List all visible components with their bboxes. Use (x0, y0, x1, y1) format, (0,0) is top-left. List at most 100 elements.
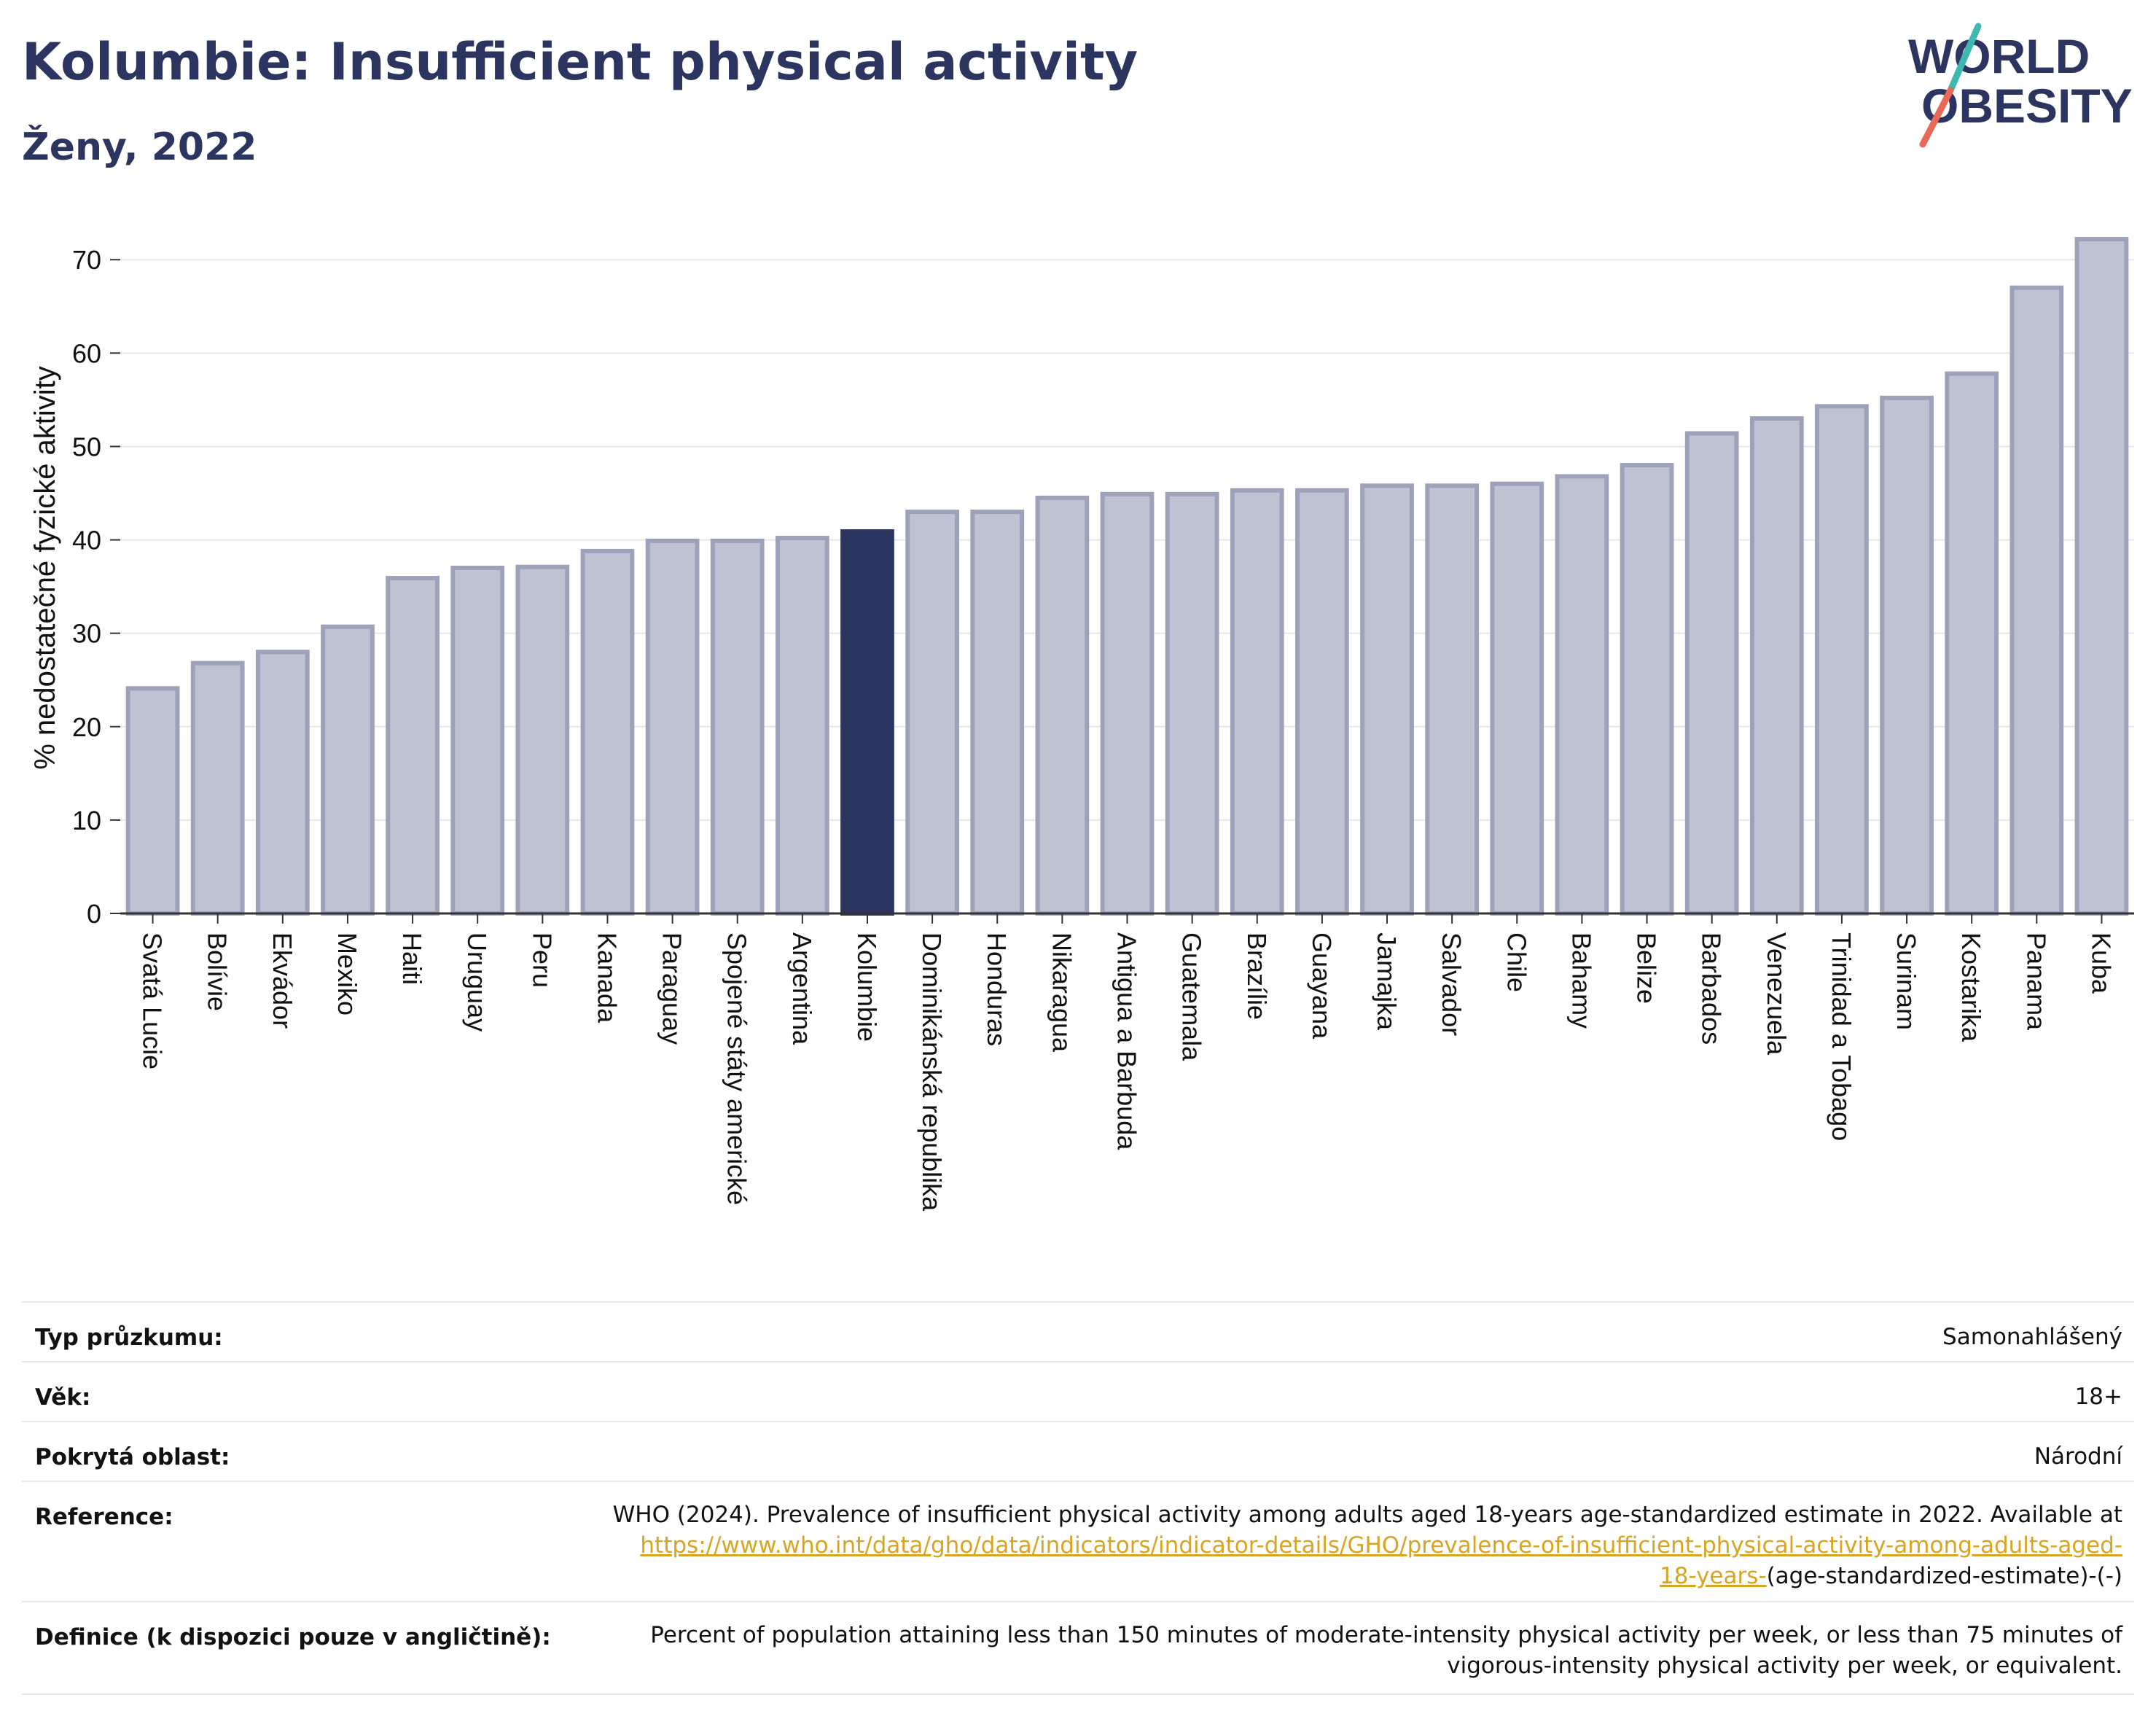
page-subtitle: Ženy, 2022 (22, 125, 257, 169)
definition-label: Definice (k dispozici pouze v angličtině… (35, 1624, 551, 1650)
x-tick-label: Kolumbie (852, 932, 882, 1042)
bar-highlighted (840, 529, 894, 916)
x-tick-label: Bolívie (203, 932, 233, 1011)
definition-line-1: Percent of population attaining less tha… (650, 1622, 2122, 1648)
bar (321, 624, 375, 916)
bar (1035, 495, 1090, 916)
x-tick-label: Jamajka (1372, 932, 1402, 1031)
x-tick-label: Chile (1501, 932, 1531, 992)
survey-type-value: Samonahlášený (1942, 1324, 2122, 1350)
logo-slash-coral (1919, 87, 1954, 148)
bar (515, 564, 570, 916)
bar (1165, 491, 1219, 916)
x-tick-label: Brazílie (1242, 932, 1272, 1020)
x-axis-labels: Svatá Lucie Bolívie Ekvádor Mexiko Haiti Urug… (138, 913, 2116, 1212)
survey-type-row: Typ průzkumu: Samonahlášený (22, 1301, 2134, 1362)
x-tick-label: Honduras (982, 932, 1012, 1046)
bar (1684, 431, 1739, 916)
coverage-label: Pokrytá oblast: (35, 1444, 230, 1470)
y-tick-label: 70 (72, 245, 101, 275)
world-obesity-logo: WORLD OBESITY (1908, 23, 2133, 148)
bar (905, 510, 959, 916)
y-tick-label: 40 (72, 526, 101, 555)
y-axis-ticks: 0 10 20 30 40 50 60 70 (72, 245, 120, 929)
x-tick-label: Mexiko (332, 932, 362, 1015)
bar (1749, 416, 1804, 916)
y-tick-label: 30 (72, 619, 101, 649)
x-tick-label: Kuba (2086, 932, 2116, 994)
age-row: Věk: 18+ (22, 1361, 2134, 1422)
reference-text: WHO (2024). Prevalence of insufficient p… (612, 1502, 2122, 1528)
bar (580, 548, 635, 916)
x-tick-label: Spojené státy americké (722, 932, 752, 1205)
bar (2074, 237, 2129, 916)
logo-slash-teal (1947, 23, 1982, 94)
y-tick-label: 10 (72, 806, 101, 835)
bar (1360, 483, 1414, 916)
x-tick-label: Guayana (1307, 932, 1337, 1040)
x-tick-label: Barbados (1697, 932, 1727, 1045)
x-tick-label: Kostarika (1956, 932, 1986, 1042)
bar (190, 660, 245, 916)
bar (970, 510, 1025, 916)
reference-value: WHO (2024). Prevalence of insufficient p… (519, 1500, 2122, 1591)
bar (450, 566, 505, 916)
bar (1100, 491, 1155, 916)
definition-line-2: vigorous-intensity physical activity per… (1447, 1653, 2122, 1679)
reference-link[interactable]: https://www.who.int/data/gho/data/indica… (640, 1532, 2122, 1559)
x-tick-label: Antigua a Barbuda (1112, 932, 1142, 1150)
reference-row: Reference: WHO (2024). Prevalence of ins… (22, 1481, 2134, 1602)
definition-value: Percent of population attaining less tha… (519, 1620, 2122, 1681)
x-tick-label: Belize (1632, 932, 1662, 1004)
y-tick-label: 60 (72, 338, 101, 368)
y-tick-label: 20 (72, 712, 101, 742)
bar (1295, 488, 1349, 916)
definition-row: Definice (k dispozici pouze v angličtině… (22, 1601, 2134, 1695)
x-tick-label: Haiti (397, 932, 427, 985)
bar (1555, 474, 1609, 916)
bar-chart: 0 10 20 30 40 50 60 70 Svatá Lucie Bolívie Ekvádo… (29, 237, 2134, 1212)
y-tick-label: 0 (87, 899, 101, 929)
x-tick-label: Paraguay (657, 932, 687, 1045)
bar (2009, 285, 2064, 916)
bar (255, 650, 310, 916)
bar (1490, 481, 1544, 916)
x-tick-label: Guatemala (1177, 932, 1207, 1061)
bars (125, 237, 2129, 916)
x-tick-label: Dominikánská republika (917, 932, 947, 1212)
bar (775, 536, 829, 916)
x-tick-label: Salvador (1437, 932, 1466, 1036)
y-axis-label: % nedostatečné fyzické aktivity (29, 366, 61, 770)
x-tick-label: Trinidad a Tobago (1827, 932, 1856, 1141)
coverage-row: Pokrytá oblast: Národní (22, 1421, 2134, 1482)
x-tick-label: Uruguay (462, 932, 492, 1032)
bar (1880, 395, 1934, 916)
x-tick-label: Svatá Lucie (138, 932, 168, 1069)
age-value: 18+ (2074, 1384, 2122, 1410)
bar (125, 686, 180, 916)
x-tick-label: Peru (527, 932, 557, 988)
x-tick-label: Surinam (1891, 932, 1921, 1030)
bar (1425, 483, 1480, 916)
age-label: Věk: (35, 1384, 91, 1411)
survey-type-label: Typ průzkumu: (35, 1325, 223, 1351)
reference-tail: (age-standardized-estimate)-(-) (1766, 1563, 2122, 1589)
x-tick-label: Panama (2021, 932, 2051, 1031)
x-tick-label: Kanada (592, 932, 622, 1024)
bar (710, 538, 765, 916)
y-tick-label: 50 (72, 432, 101, 461)
x-tick-label: Ekvádor (267, 932, 297, 1029)
bar (1230, 488, 1284, 916)
logo-text-world: WORLD (1908, 29, 2090, 83)
bar (645, 538, 700, 916)
x-tick-label: Nikaragua (1047, 932, 1077, 1053)
page-title: Kolumbie: Insufficient physical activity (22, 32, 1138, 92)
coverage-value: Národní (2034, 1443, 2122, 1470)
x-tick-label: Argentina (787, 932, 817, 1045)
x-tick-label: Bahamy (1566, 932, 1596, 1029)
reference-link-continued[interactable]: 18-years- (1659, 1563, 1767, 1589)
reference-label: Reference: (35, 1504, 173, 1530)
x-tick-label: Venezuela (1762, 932, 1792, 1056)
bar (1945, 371, 1999, 916)
bar (1620, 463, 1674, 916)
